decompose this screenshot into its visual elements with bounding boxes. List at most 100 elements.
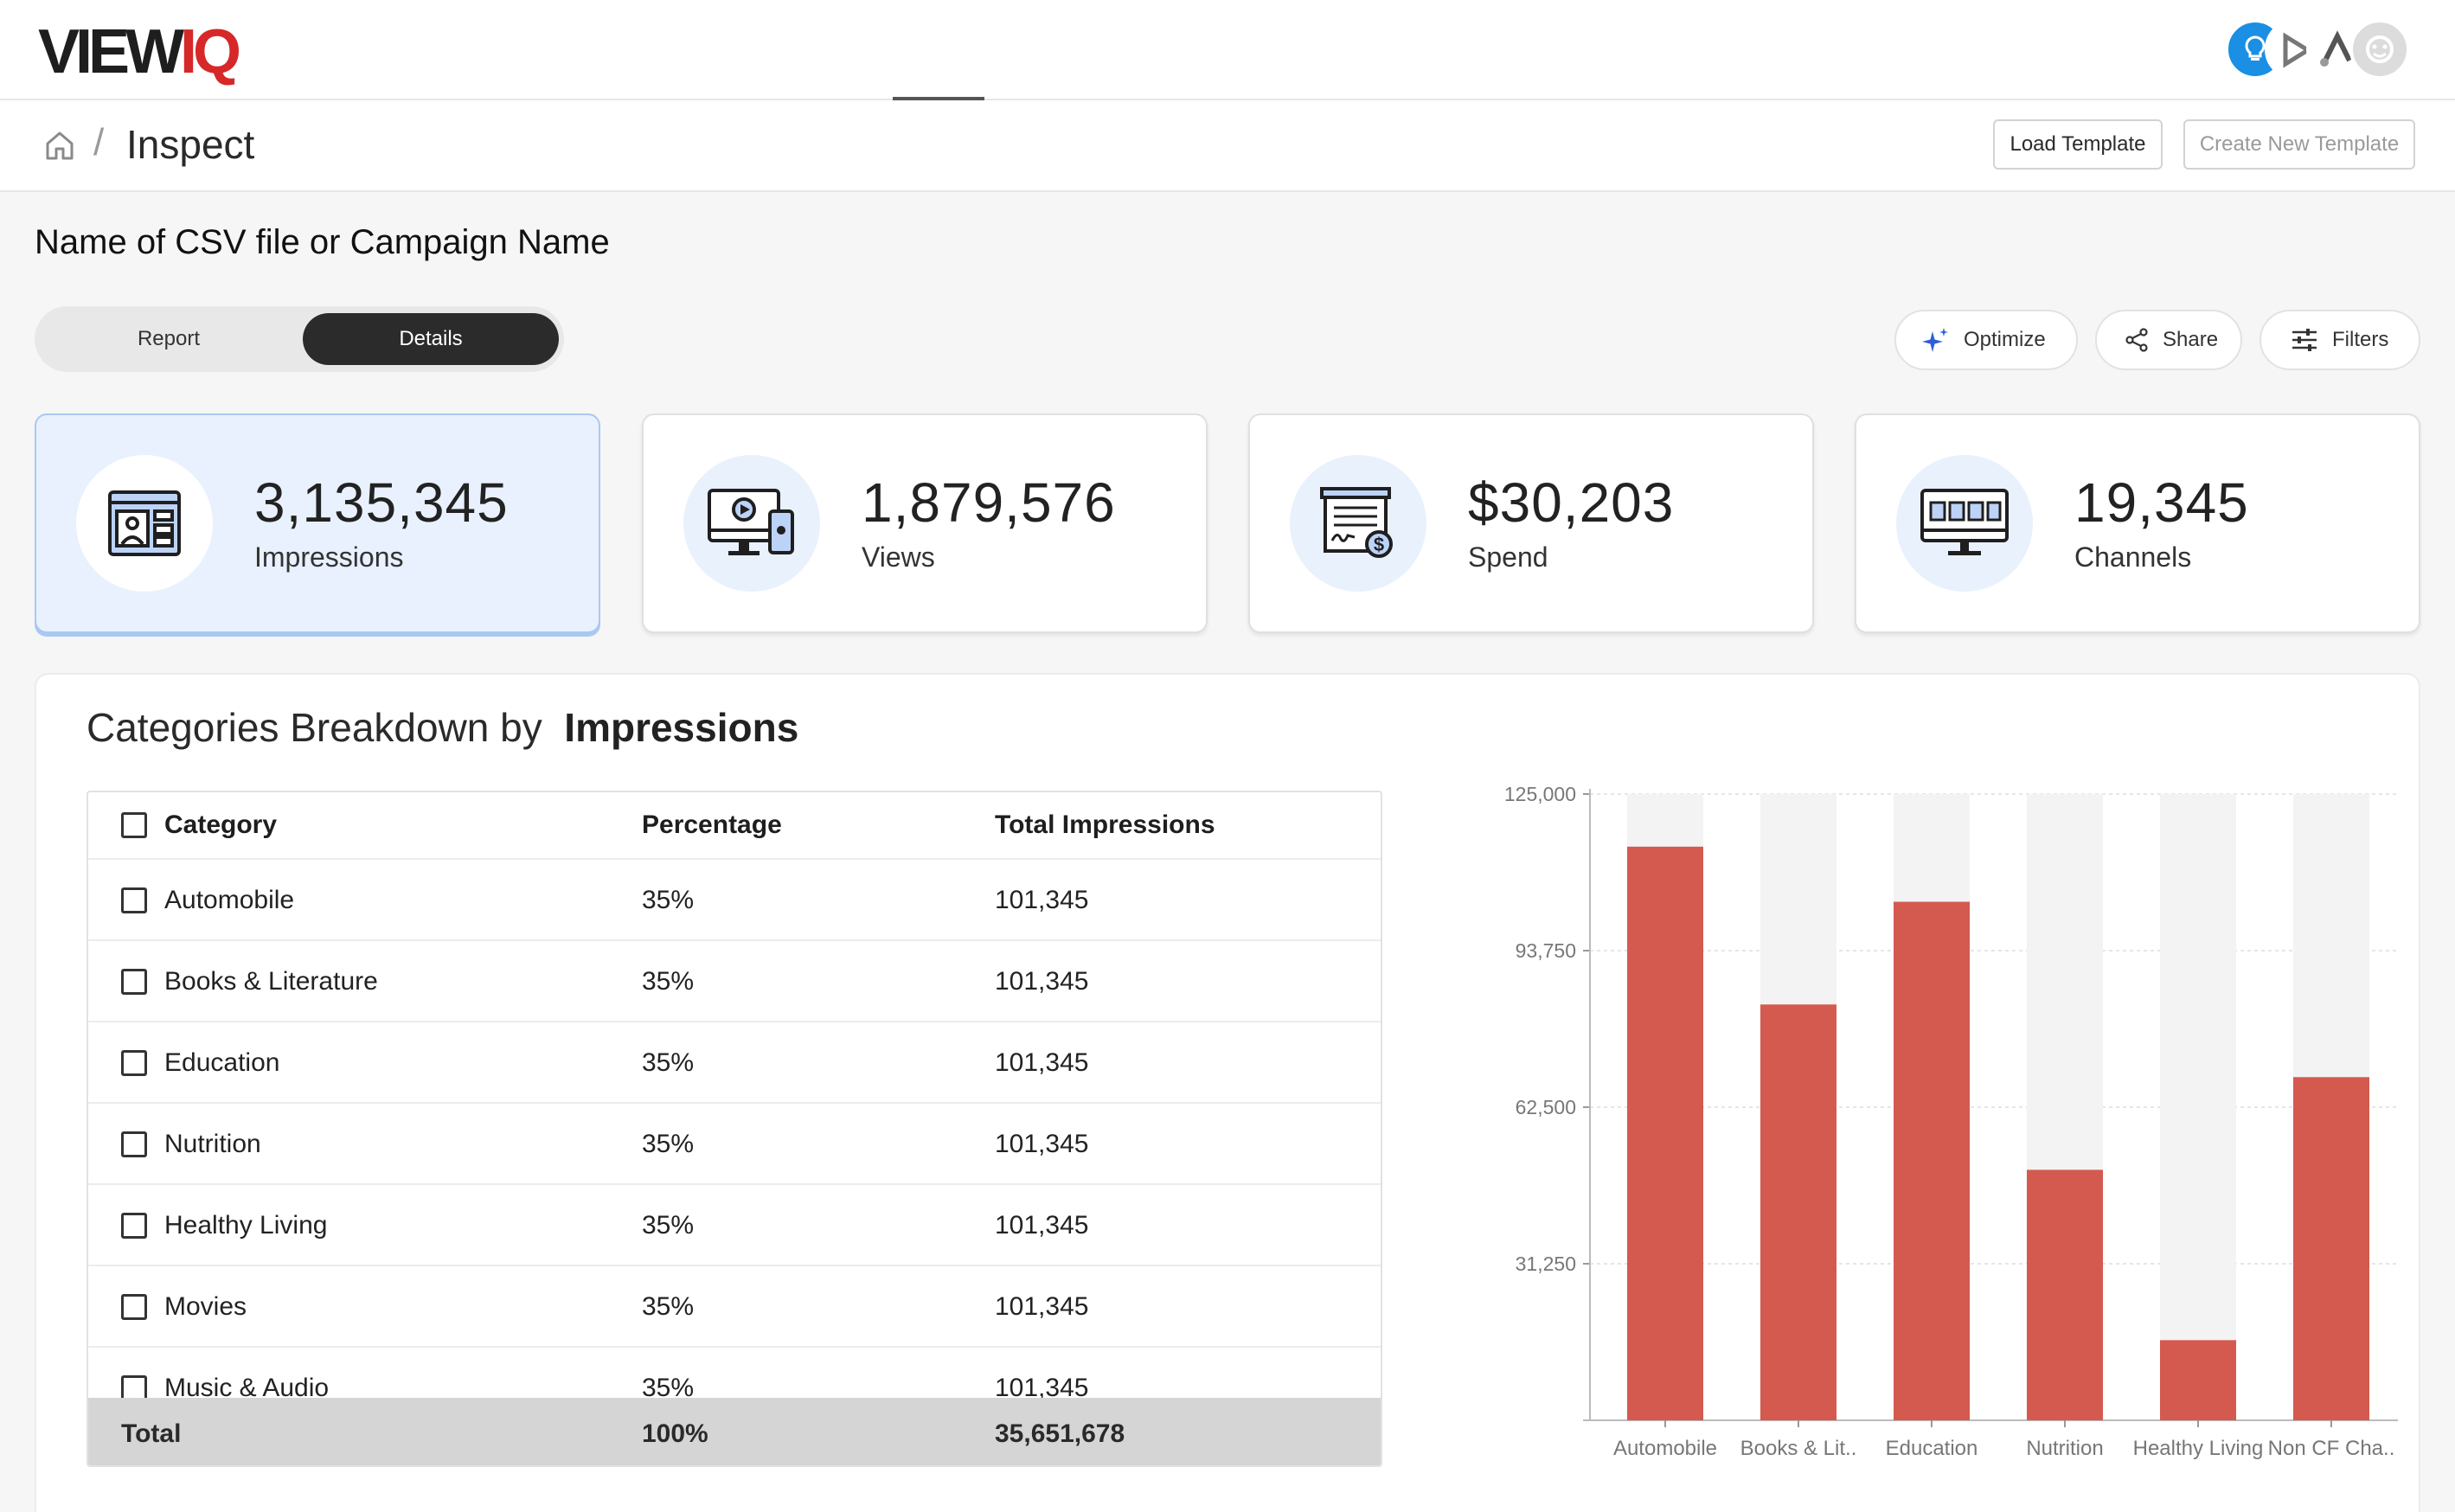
total-percentage: 100% (642, 1419, 708, 1448)
share-label: Share (2163, 328, 2219, 351)
optimize-button[interactable]: Optimize (1894, 310, 2078, 370)
category-cell: Books & Literature (164, 967, 378, 996)
total-cell: 101,345 (995, 1130, 1089, 1158)
table-row[interactable]: Healthy Living 35% 101,345 (88, 1185, 1381, 1266)
x-tick-label: Books & Lit.. (1740, 1437, 1857, 1460)
total-cell: 101,345 (995, 1211, 1089, 1240)
views-icon-wrap (683, 455, 820, 592)
bar (2160, 1340, 2236, 1420)
category-header[interactable]: Category (164, 810, 278, 839)
spend-value: $30,203 (1468, 471, 1675, 534)
category-cell: Education (164, 1048, 280, 1077)
views-value: 1,879,576 (862, 471, 1116, 534)
table-row[interactable]: Automobile 35% 101,345 (88, 860, 1381, 941)
y-tick-label: 93,750 (1516, 939, 1576, 962)
table-row[interactable]: Education 35% 101,345 (88, 1022, 1381, 1104)
breakdown-title-prefix: Categories Breakdown by (87, 705, 542, 750)
nav-indicator (893, 97, 984, 100)
bar (1894, 901, 1970, 1420)
percentage-cell: 35% (642, 1374, 695, 1402)
breakdown-title-metric: Impressions (564, 705, 799, 750)
table-header: Category Percentage Total Impressions (88, 792, 1381, 860)
views-card[interactable]: 1,879,576 Views (642, 413, 1208, 633)
row-checkbox[interactable] (121, 1213, 147, 1239)
channels-icon-wrap (1896, 455, 2033, 592)
filters-button[interactable]: Filters (2259, 310, 2420, 370)
channels-card[interactable]: 19,345 Channels (1855, 413, 2420, 633)
bar (2293, 1077, 2369, 1420)
create-template-button[interactable]: Create New Template (2183, 119, 2415, 170)
tab-details[interactable]: Details (303, 313, 559, 365)
x-tick-label: Non CF Cha.. (2268, 1437, 2395, 1460)
category-cell: Automobile (164, 886, 295, 914)
bar (1760, 1004, 1836, 1420)
campaign-name: Name of CSV file or Campaign Name (35, 223, 610, 261)
avatar-icon[interactable] (2349, 19, 2410, 80)
category-cell: Movies (164, 1292, 247, 1321)
total-impressions: 35,651,678 (995, 1419, 1125, 1448)
total-cell: 101,345 (995, 967, 1089, 996)
x-tick-label: Nutrition (2026, 1437, 2103, 1460)
category-cell: Music & Audio (164, 1374, 330, 1402)
sliders-icon (2292, 329, 2317, 351)
impressions-icon-wrap (76, 455, 213, 592)
category-cell: Healthy Living (164, 1211, 328, 1240)
row-checkbox-cell (121, 1266, 147, 1348)
categories-breakdown-panel: Categories Breakdown by Impressions Cate… (35, 673, 2420, 1512)
impressions-card[interactable]: 3,135,345 Impressions (35, 413, 600, 633)
breakdown-title: Categories Breakdown by Impressions (87, 704, 798, 751)
table-footer: Total 100% 35,651,678 (88, 1398, 1381, 1465)
channels-value: 19,345 (2074, 471, 2249, 534)
spend-label: Spend (1468, 541, 1548, 573)
x-tick-label: Automobile (1613, 1437, 1717, 1460)
percentage-cell: 35% (642, 1048, 695, 1077)
table-row[interactable]: Movies 35% 101,345 (88, 1266, 1381, 1348)
impressions-value: 3,135,345 (254, 471, 509, 534)
total-cell: 101,345 (995, 1292, 1089, 1321)
percentage-header[interactable]: Percentage (642, 810, 782, 839)
bar-chart-svg: 31,250 62,500 93,750 125,000 Automobile Books… (1504, 783, 2398, 1460)
y-tick-label: 125,000 (1504, 783, 1576, 805)
spend-icon: $ (1320, 487, 1393, 558)
percentage-cell: 35% (642, 1211, 695, 1240)
total-cell: 101,345 (995, 1048, 1089, 1077)
viewiq-logo[interactable]: VIEWIQ (38, 16, 241, 86)
channels-icon (1920, 489, 2009, 555)
view-toggle: Report Details (35, 306, 564, 372)
total-impressions-header[interactable]: Total Impressions (995, 810, 1215, 839)
bar-track (2160, 794, 2236, 1420)
share-icon (2125, 328, 2148, 352)
total-cell: 101,345 (995, 886, 1089, 914)
breadcrumb: / Inspect Load Template Create New Templ… (0, 100, 2455, 192)
row-checkbox[interactable] (121, 969, 147, 995)
impressions-bar-chart: 31,250 62,500 93,750 125,000 Automobile Books… (1455, 770, 2407, 1512)
total-cell: 101,345 (995, 1374, 1089, 1402)
page-title: Inspect (126, 122, 255, 167)
y-tick-label: 62,500 (1516, 1096, 1576, 1118)
views-label: Views (862, 541, 935, 573)
optimize-label: Optimize (1964, 328, 2046, 351)
impressions-icon (108, 490, 181, 556)
row-checkbox[interactable] (121, 1294, 147, 1320)
spend-card[interactable]: $ $30,203 Spend (1248, 413, 1814, 633)
sparkle-icon (1922, 328, 1948, 352)
table-row[interactable]: Nutrition 35% 101,345 (88, 1104, 1381, 1185)
select-all-checkbox[interactable] (121, 812, 147, 838)
svg-text:$: $ (1374, 534, 1384, 555)
share-button[interactable]: Share (2095, 310, 2242, 370)
select-all-cell (121, 792, 147, 858)
home-icon[interactable] (43, 129, 76, 162)
percentage-cell: 35% (642, 886, 695, 914)
percentage-cell: 35% (642, 1292, 695, 1321)
row-checkbox[interactable] (121, 1050, 147, 1076)
category-cell: Nutrition (164, 1130, 261, 1158)
row-checkbox-cell (121, 1185, 147, 1266)
row-checkbox[interactable] (121, 1131, 147, 1157)
row-checkbox[interactable] (121, 887, 147, 913)
tab-report[interactable]: Report (137, 327, 201, 350)
row-checkbox-cell (121, 1022, 147, 1104)
load-template-button[interactable]: Load Template (1993, 119, 2163, 170)
categories-table: Category Percentage Total Impressions Au… (87, 791, 1382, 1467)
spend-icon-wrap: $ (1290, 455, 1426, 592)
table-row[interactable]: Books & Literature 35% 101,345 (88, 941, 1381, 1022)
